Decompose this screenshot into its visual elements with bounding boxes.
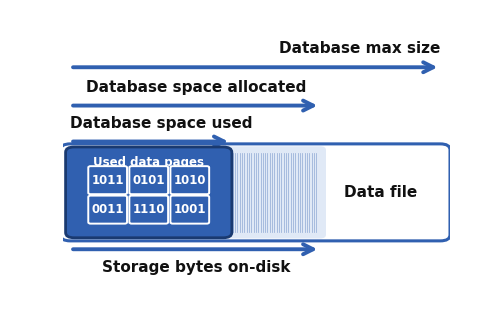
Text: 1001: 1001 [174,203,206,216]
FancyBboxPatch shape [88,196,127,224]
Text: Database max size: Database max size [279,41,440,57]
Text: 1010: 1010 [174,174,206,187]
FancyBboxPatch shape [64,146,326,239]
Text: Used data pages: Used data pages [93,156,204,169]
Text: 0011: 0011 [92,203,124,216]
FancyBboxPatch shape [66,147,232,238]
FancyBboxPatch shape [170,196,209,224]
Text: Database space allocated: Database space allocated [86,80,306,95]
Text: 1011: 1011 [92,174,124,187]
Text: 0101: 0101 [132,174,165,187]
Text: Storage bytes on-disk: Storage bytes on-disk [102,260,290,275]
FancyBboxPatch shape [60,144,450,241]
Text: 1110: 1110 [132,203,165,216]
FancyBboxPatch shape [130,196,168,224]
FancyBboxPatch shape [130,166,168,194]
Text: Database space used: Database space used [70,116,253,131]
Text: Data file: Data file [344,185,417,200]
FancyBboxPatch shape [170,166,209,194]
FancyBboxPatch shape [88,166,127,194]
